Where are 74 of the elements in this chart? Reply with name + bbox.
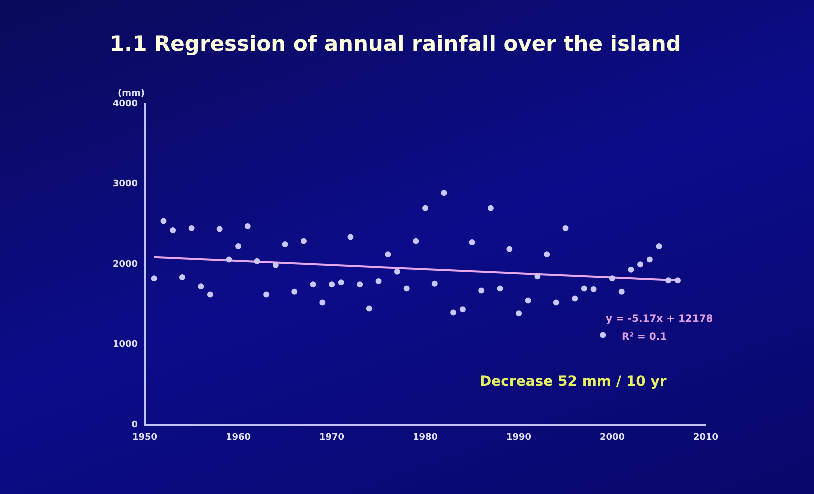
y-tick-label: 1000 [112, 340, 138, 350]
point [300, 238, 307, 244]
point [562, 225, 569, 232]
point [329, 282, 336, 288]
point [198, 284, 204, 290]
x-tick-label: 1960 [226, 432, 252, 443]
x-tick-label: 1980 [412, 432, 438, 443]
point [628, 266, 634, 273]
annotation: Decrease 52 mm / 10 yr [480, 374, 667, 390]
point [478, 288, 485, 294]
y-tick-label: 2000 [112, 260, 138, 270]
point [469, 240, 476, 246]
point [525, 298, 532, 304]
point [581, 286, 588, 292]
point [254, 258, 260, 264]
point [572, 296, 578, 302]
point [366, 306, 372, 312]
point [506, 246, 513, 252]
y-tick-label: 3000 [112, 180, 138, 190]
annotation: y = -5.17x + 12178 [606, 314, 714, 325]
point [544, 252, 550, 258]
point [226, 256, 232, 263]
point [207, 292, 214, 298]
y-tick-label: 0 [132, 420, 138, 431]
point [310, 282, 316, 288]
point [441, 190, 448, 196]
point [357, 282, 364, 288]
point [553, 300, 560, 306]
annotation: R² = 0.1 [622, 332, 668, 343]
point [216, 226, 223, 232]
point [348, 234, 354, 240]
point [666, 278, 672, 284]
point [160, 218, 167, 224]
point [236, 244, 242, 250]
point [516, 310, 522, 317]
point [170, 227, 176, 234]
point [600, 332, 606, 338]
point [610, 276, 616, 282]
x-tick-label: 2010 [693, 432, 719, 443]
point [376, 278, 382, 284]
point [385, 252, 392, 258]
point [646, 256, 653, 263]
point [338, 280, 344, 286]
point [460, 306, 466, 313]
point [656, 244, 662, 250]
x-tick-label: 2000 [600, 432, 626, 443]
x-tick-label: 1990 [506, 432, 532, 443]
point [674, 278, 681, 284]
point [422, 205, 429, 212]
x-tick-label: 1950 [132, 432, 158, 443]
point [282, 242, 288, 248]
y-axis-title: (mm) [118, 89, 145, 99]
point [188, 225, 195, 232]
x-tick-label: 1970 [320, 432, 345, 443]
point [264, 292, 270, 298]
point [179, 274, 186, 280]
point [590, 286, 597, 292]
point [404, 286, 410, 292]
point [488, 205, 494, 212]
point [534, 274, 541, 280]
point [320, 300, 326, 306]
point [497, 286, 504, 292]
chart-title: 1.1 Regression of annual rainfall over the island [110, 32, 682, 56]
point [244, 223, 251, 230]
point [618, 288, 625, 295]
point [292, 288, 298, 295]
point [151, 276, 158, 282]
point [413, 238, 420, 244]
point [432, 280, 438, 287]
point [638, 262, 644, 268]
point [450, 310, 457, 316]
point [394, 268, 400, 275]
y-tick-label: 4000 [112, 99, 138, 110]
point [272, 262, 279, 268]
